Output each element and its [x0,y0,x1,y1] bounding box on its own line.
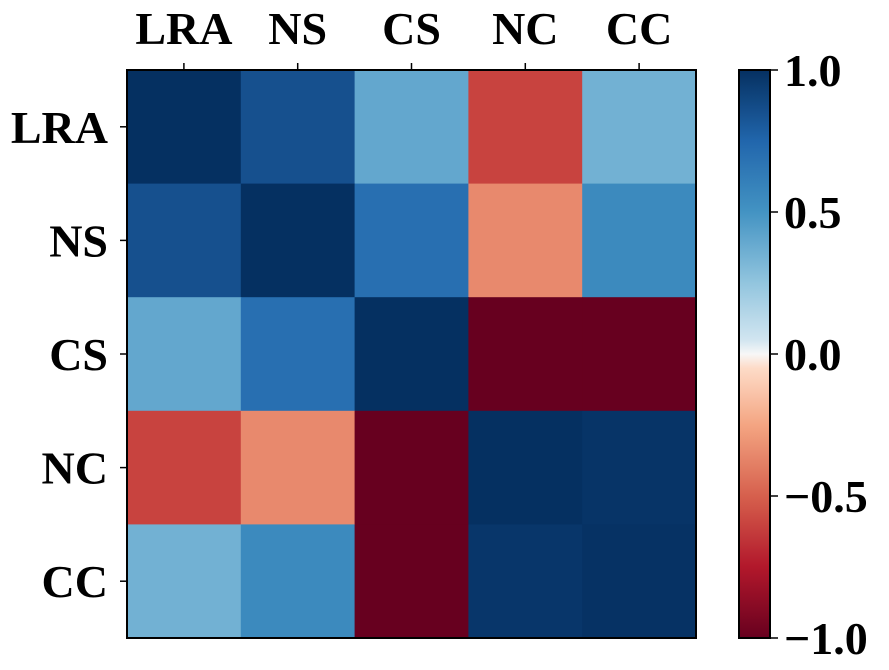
colorbar-tick-label: 1.0 [784,45,842,96]
heatmap-cell-cc-nc [468,524,583,639]
heatmap-cell-nc-lra [127,410,242,525]
heatmap-cell-cc-ns [240,524,356,639]
heatmap-cell-nc-cs [354,410,469,525]
x-tick-label: CS [382,3,441,54]
x-tick-label: CC [606,3,672,54]
colorbar-tick-label: 0.5 [784,187,842,238]
heatmap-cell-lra-nc [468,70,583,185]
heatmap-cell-lra-cc [582,70,697,185]
y-tick-label: CS [49,329,108,380]
heatmap-cell-cs-lra [127,297,242,412]
heatmap-cell-ns-cs [354,183,469,298]
heatmap-cell-cs-cs [354,297,469,412]
heatmap-cell-cs-ns [240,297,356,412]
heatmap-cell-cs-cc [582,297,697,412]
heatmap-cell-ns-lra [127,183,242,298]
colorbar: 1.0 0.5 0.0 −0.5 −1.0 [738,45,868,664]
colorbar-tick-label: −1.0 [784,613,868,664]
heatmap-cell-ns-cc [582,183,697,298]
heatmap-cell-cs-nc [468,297,583,412]
heatmap-cells [127,70,697,639]
heatmap-cell-lra-ns [240,70,356,185]
heatmap-cell-lra-cs [354,70,469,185]
heatmap-cell-nc-cc [582,410,697,525]
y-tick-label: NS [49,215,108,266]
x-tick-label: LRA [135,3,232,54]
heatmap-cell-ns-nc [468,183,583,298]
x-tick-label: NS [268,3,327,54]
colorbar-tick-label: 0.0 [784,329,842,380]
heatmap-cell-nc-ns [240,410,356,525]
y-axis-ticks: LRA NS CS NC CC [11,102,127,607]
heatmap-cell-cc-cs [354,524,469,639]
heatmap-cell-cc-cc [582,524,697,639]
x-axis-ticks: LRA NS CS NC CC [135,3,672,70]
y-tick-label: NC [42,443,108,494]
colorbar-gradient [738,69,771,639]
heatmap-cell-cc-lra [127,524,242,639]
y-tick-label: LRA [11,102,108,153]
heatmap-cell-nc-nc [468,410,583,525]
heatmap-cell-lra-lra [127,70,242,185]
heatmap-cell-ns-ns [240,183,356,298]
y-tick-label: CC [42,556,108,607]
colorbar-tick-label: −0.5 [784,471,868,522]
x-tick-label: NC [492,3,558,54]
